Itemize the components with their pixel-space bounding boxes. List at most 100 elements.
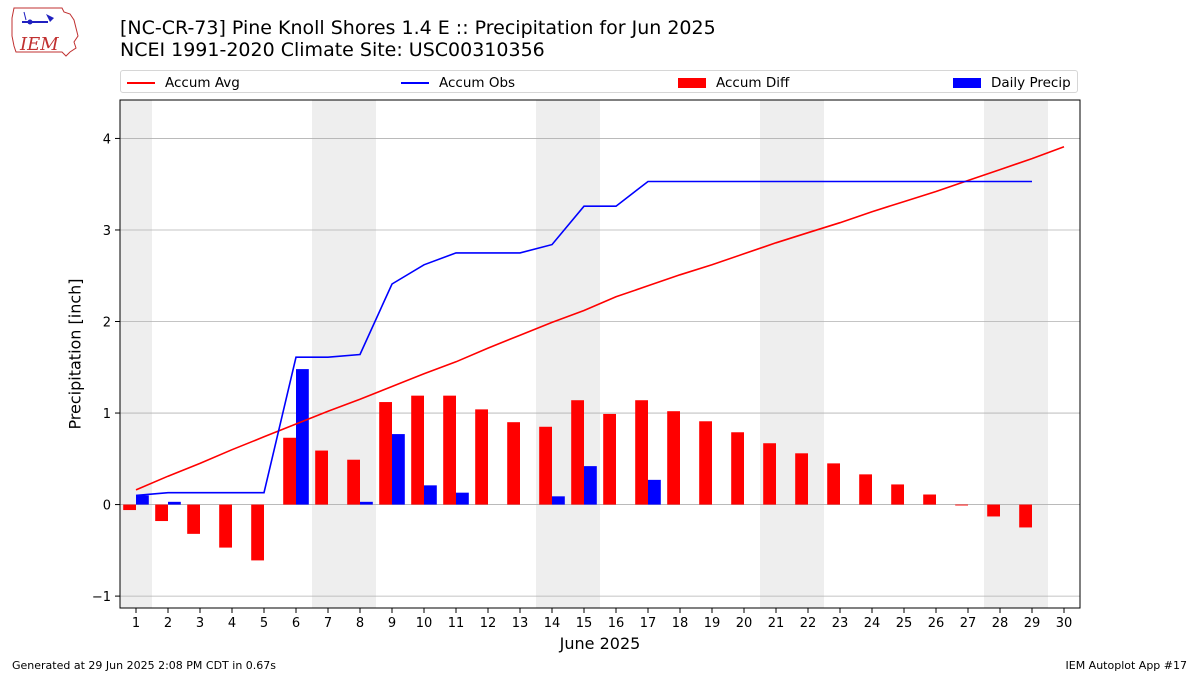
accum-diff-bar xyxy=(411,395,424,505)
accum-diff-bar xyxy=(379,402,392,505)
accum-diff-bar xyxy=(571,400,584,505)
weekend-band xyxy=(984,100,1016,608)
legend-label: Accum Avg xyxy=(165,74,240,91)
accum-diff-bar xyxy=(1019,504,1032,528)
weekend-band xyxy=(760,100,792,608)
accum-diff-bar xyxy=(603,413,616,505)
x-tick-label: 7 xyxy=(324,616,332,631)
y-tick-label: 4 xyxy=(103,132,111,147)
x-tick-label: 5 xyxy=(260,616,268,631)
y-tick-label: −1 xyxy=(92,590,111,605)
legend-item-daily-precip: Daily Precip xyxy=(953,71,1071,94)
x-tick-label: 20 xyxy=(736,616,753,631)
accum-diff-bar xyxy=(219,504,232,548)
x-tick-label: 19 xyxy=(704,616,721,631)
legend-swatch xyxy=(401,81,429,84)
x-tick-label: 11 xyxy=(448,616,465,631)
accum-diff-bar xyxy=(507,422,520,505)
legend: Accum Avg Accum Obs Accum Diff Daily Pre… xyxy=(120,70,1078,93)
x-tick-label: 27 xyxy=(960,616,977,631)
y-tick-label: 0 xyxy=(103,499,111,514)
weekend-band xyxy=(1016,100,1048,608)
x-tick-label: 1 xyxy=(132,616,140,631)
x-tick-label: 4 xyxy=(228,616,236,631)
accum-diff-bar xyxy=(827,463,840,505)
x-tick-label: 15 xyxy=(576,616,593,631)
footer-generated-text: Generated at 29 Jun 2025 2:08 PM CDT in … xyxy=(12,659,277,672)
x-tick-label: 23 xyxy=(832,616,849,631)
accum-diff-bar xyxy=(475,409,488,505)
y-axis-label: Precipitation [inch] xyxy=(65,278,85,430)
x-tick-label: 28 xyxy=(992,616,1009,631)
x-tick-label: 30 xyxy=(1056,616,1073,631)
x-tick-label: 25 xyxy=(896,616,913,631)
accum-diff-bar xyxy=(283,437,296,505)
legend-item-accum-avg: Accum Avg xyxy=(127,71,240,94)
y-tick-label: 1 xyxy=(103,407,111,422)
x-tick-label: 8 xyxy=(356,616,364,631)
accum-diff-bar xyxy=(955,504,968,506)
legend-swatch xyxy=(127,81,155,84)
x-tick-label: 13 xyxy=(512,616,529,631)
x-axis-label: June 2025 xyxy=(559,634,641,653)
weekend-band xyxy=(536,100,568,608)
accum-diff-bar xyxy=(923,494,936,505)
x-tick-label: 3 xyxy=(196,616,204,631)
legend-swatch xyxy=(678,77,706,88)
accum-diff-bar xyxy=(123,504,136,511)
accum-diff-bar xyxy=(795,453,808,505)
accum-diff-bar xyxy=(315,450,328,505)
legend-swatch xyxy=(953,77,981,88)
footer-app-text: IEM Autoplot App #17 xyxy=(1065,659,1188,672)
accum-diff-bar xyxy=(891,484,904,505)
daily-precip-bar xyxy=(168,501,181,505)
accum-diff-bar xyxy=(187,504,200,534)
x-tick-label: 22 xyxy=(800,616,817,631)
x-tick-label: 29 xyxy=(1024,616,1041,631)
legend-label: Accum Obs xyxy=(439,74,516,91)
x-tick-label: 14 xyxy=(544,616,561,631)
chart-title: [NC-CR-73] Pine Knoll Shores 1.4 E :: Pr… xyxy=(120,17,716,39)
daily-precip-bar xyxy=(552,496,565,505)
weekend-band xyxy=(312,100,344,608)
accum-diff-bar xyxy=(251,504,264,561)
x-tick-label: 18 xyxy=(672,616,689,631)
x-tick-label: 26 xyxy=(928,616,945,631)
accum-avg-line xyxy=(135,145,1065,491)
legend-item-accum-obs: Accum Obs xyxy=(401,71,515,94)
x-tick-label: 9 xyxy=(388,616,396,631)
daily-precip-bar xyxy=(360,501,373,505)
legend-label: Daily Precip xyxy=(991,74,1071,91)
accum-diff-bar xyxy=(859,474,872,505)
iem-logo: IEM xyxy=(8,6,82,62)
y-tick-label: 2 xyxy=(103,316,111,331)
x-tick-label: 2 xyxy=(164,616,172,631)
accum-obs-line xyxy=(135,180,1032,497)
weekend-band xyxy=(120,100,152,608)
chart-subtitle: NCEI 1991-2020 Climate Site: USC00310356 xyxy=(120,39,545,61)
x-tick-label: 6 xyxy=(292,616,300,631)
daily-precip-bar xyxy=(136,495,149,505)
x-tick-label: 16 xyxy=(608,616,625,631)
y-tick-label: 3 xyxy=(103,224,111,239)
x-tick-label: 24 xyxy=(864,616,881,631)
accum-diff-bar xyxy=(539,426,552,505)
accum-diff-bar xyxy=(635,400,648,505)
daily-precip-bar xyxy=(648,479,661,505)
daily-precip-bar xyxy=(296,369,309,505)
x-tick-label: 12 xyxy=(480,616,497,631)
x-tick-label: 21 xyxy=(768,616,785,631)
daily-precip-bar xyxy=(584,466,597,505)
plot-frame xyxy=(119,99,1081,609)
daily-precip-bar xyxy=(392,434,405,505)
accum-diff-bar xyxy=(763,443,776,505)
accum-diff-bar xyxy=(699,421,712,505)
accum-diff-bar xyxy=(347,459,360,505)
accum-diff-bar xyxy=(667,411,680,505)
weekend-band xyxy=(568,100,600,608)
legend-label: Accum Diff xyxy=(716,74,790,91)
accum-diff-bar xyxy=(731,432,744,505)
daily-precip-bar xyxy=(456,492,469,505)
x-tick-label: 17 xyxy=(640,616,657,631)
